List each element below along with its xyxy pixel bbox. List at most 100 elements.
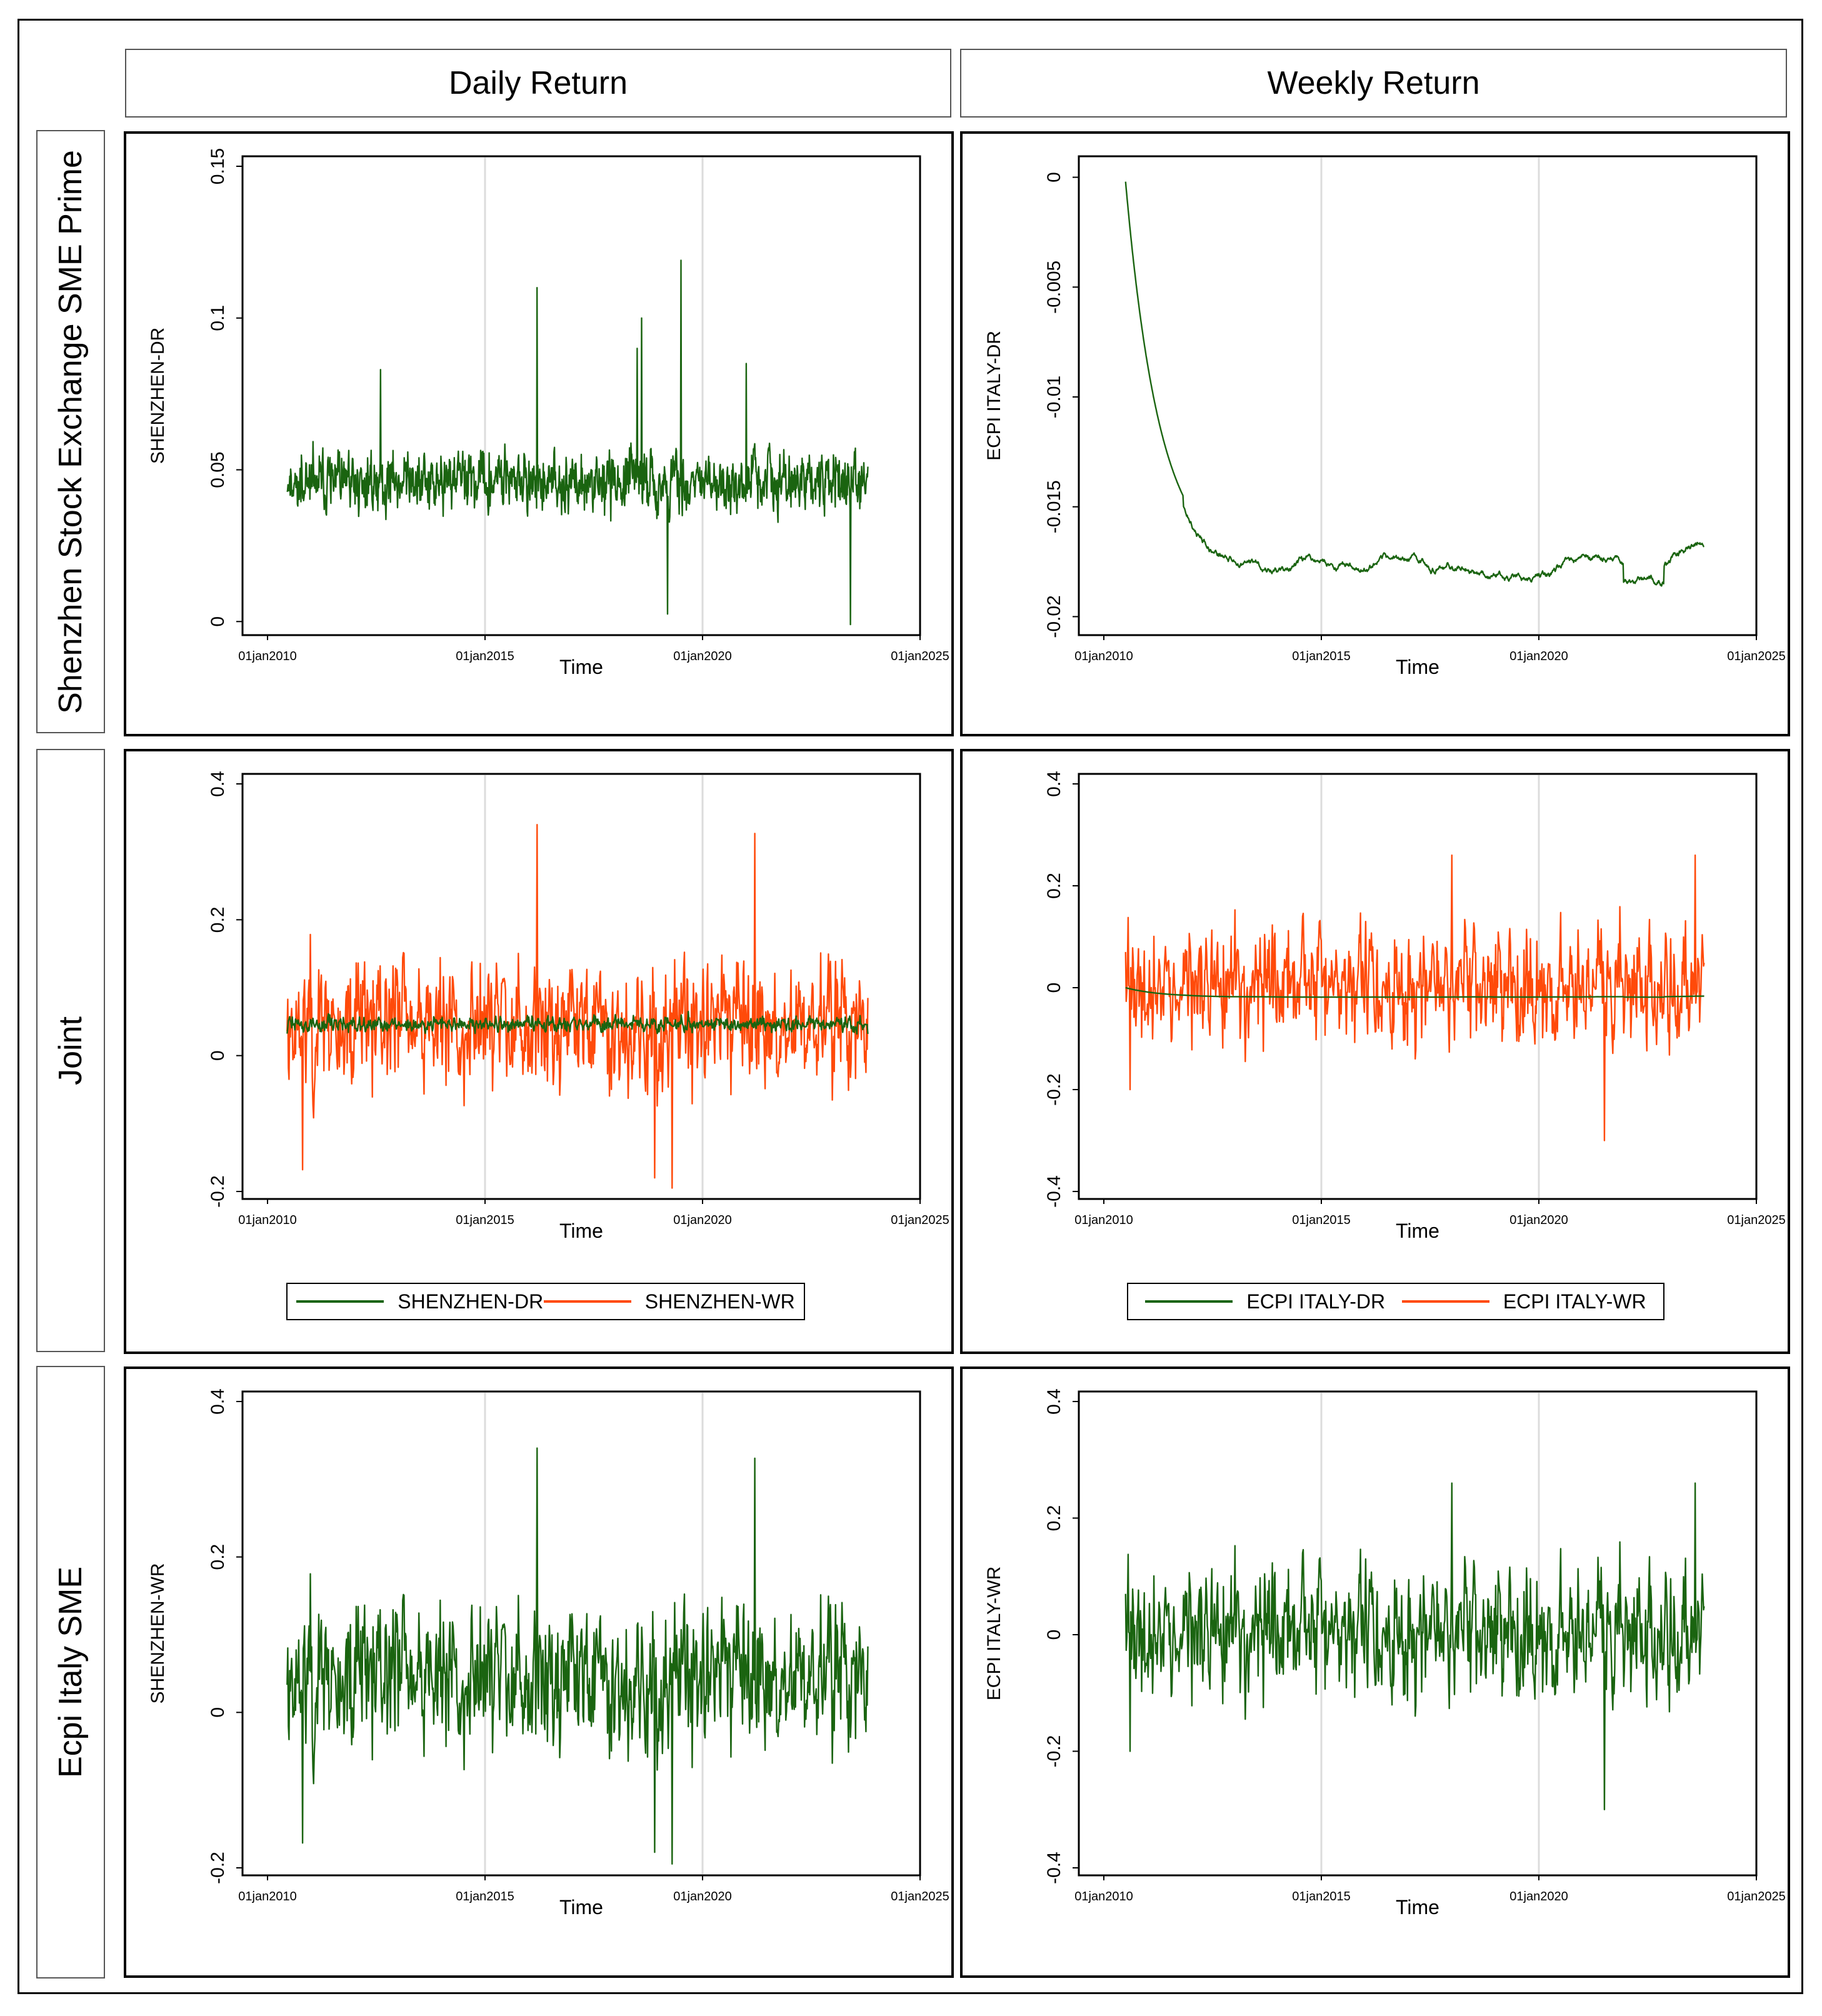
legend-label-shenzhen-wr: SHENZHEN-WR <box>644 1290 795 1313</box>
plot-area <box>1078 155 1758 636</box>
y-tick-label: -0.2 <box>208 1852 228 1884</box>
y-tick-label: 0 <box>208 1707 228 1718</box>
x-tick-label: 01jan2020 <box>673 1213 731 1227</box>
legend-swatch-orange <box>543 1300 631 1303</box>
legend-joint-shenzhen: SHENZHEN-DR SHENZHEN-WR <box>286 1283 805 1320</box>
y-tick-label: 0.15 <box>208 148 228 184</box>
y-tick-label: -0.2 <box>1044 1735 1064 1768</box>
y-tick-label: -0.2 <box>208 1175 228 1208</box>
column-header-daily: Daily Return <box>125 49 951 118</box>
legend-swatch-green <box>296 1300 384 1303</box>
y-tick-label: 0 <box>1044 983 1064 993</box>
series-line-shenzhen-dr <box>286 259 869 626</box>
series-line-shenzhen-wr <box>286 1447 869 1865</box>
legend-joint-ecpi: ECPI ITALY-DR ECPI ITALY-WR <box>1127 1283 1664 1320</box>
chart-ecpi-dr: 0 -0.005 -0.01 -0.015 -0.02 01jan2010 01jan201… <box>984 155 1786 678</box>
series-line-ecpi-italy-dr <box>1124 181 1704 587</box>
y-tick-label: 0.4 <box>208 1388 228 1415</box>
x-tick-label: 01jan2015 <box>1292 649 1350 663</box>
y-tick-label: -0.005 <box>1044 261 1064 314</box>
series-line-ecpi-italy-dr <box>1125 986 1704 998</box>
chart-panel-shenzhen-dr: 0 0.05 0.1 0.15 01jan2010 01jan2015 01jan2020 0… <box>124 131 954 736</box>
y-tick-label: 0 <box>208 1050 228 1061</box>
chart-panel-joint-ecpi: -0.4 -0.2 0 0.2 0.4 01jan2010 01jan2015 01jan20… <box>960 749 1790 1354</box>
y-tick-label: -0.4 <box>1044 1175 1064 1208</box>
legend-swatch-orange <box>1401 1300 1489 1303</box>
x-axis-label: Time <box>1396 1896 1439 1918</box>
y-tick-label: 0.4 <box>1044 771 1064 797</box>
x-tick-label: 01jan2020 <box>1509 1213 1568 1227</box>
x-tick-label: 01jan2020 <box>673 649 731 663</box>
y-axis-label: ECPI ITALY-DR <box>984 331 1004 461</box>
x-tick-label: 01jan2025 <box>891 649 949 663</box>
y-tick-label: 0.4 <box>208 771 228 797</box>
x-axis-label: Time <box>559 656 603 678</box>
row-header-ecpi-label: Ecpi Italy SME <box>53 1566 89 1778</box>
row-header-joint: Joint <box>36 749 105 1352</box>
series-line-ecpi-italy-wr <box>1124 854 1705 1141</box>
chart-shenzhen-dr: 0 0.05 0.1 0.15 01jan2010 01jan2015 01jan2020 0… <box>148 148 949 678</box>
x-tick-label: 01jan2015 <box>456 649 514 663</box>
x-tick-label: 01jan2020 <box>1509 649 1568 663</box>
legend-label-shenzhen-dr: SHENZHEN-DR <box>398 1290 544 1313</box>
y-tick-label: 0.05 <box>208 451 228 488</box>
figure-frame <box>18 19 1803 1994</box>
x-tick-label: 01jan2010 <box>238 1213 296 1227</box>
row-header-ecpi: Ecpi Italy SME <box>36 1366 105 1978</box>
legend-item-ecpi-wr: ECPI ITALY-WR <box>1401 1290 1646 1313</box>
x-tick-label: 01jan2015 <box>1292 1213 1350 1227</box>
chart-ecpi-wr: -0.4 -0.2 0 0.2 0.4 01jan2010 01jan2015 01jan20… <box>984 1388 1786 1918</box>
x-tick-label: 01jan2010 <box>1074 1890 1133 1903</box>
row-header-shenzhen: Shenzhen Stock Exchange SME Prime <box>36 130 105 733</box>
y-tick-label: 0.4 <box>1044 1388 1064 1415</box>
legend-item-shenzhen-wr: SHENZHEN-WR <box>543 1290 795 1313</box>
legend-label-ecpi-dr: ECPI ITALY-DR <box>1246 1290 1386 1313</box>
y-tick-label: -0.01 <box>1044 376 1064 418</box>
chart-shenzhen-wr: -0.2 0 0.2 0.4 01jan2010 01jan2015 01jan2020 01… <box>148 1388 949 1918</box>
x-tick-label: 01jan2025 <box>891 1213 949 1227</box>
x-tick-label: 01jan2020 <box>673 1890 731 1903</box>
y-axis-label: SHENZHEN-DR <box>148 328 168 464</box>
chart-joint-shenzhen: -0.2 0 0.2 0.4 01jan2010 01jan2015 01jan2020 01… <box>208 771 949 1242</box>
y-axis-label: SHENZHEN-WR <box>148 1563 168 1704</box>
x-tick-label: 01jan2020 <box>1509 1890 1568 1903</box>
row-header-joint-label: Joint <box>53 1016 89 1085</box>
x-axis-label: Time <box>1396 656 1439 678</box>
y-tick-label: 0 <box>1044 1630 1064 1640</box>
x-axis-label: Time <box>1396 1220 1439 1242</box>
y-tick-label: 0.2 <box>1044 873 1064 899</box>
chart-panel-shenzhen-wr: -0.2 0 0.2 0.4 01jan2010 01jan2015 01jan2020 01… <box>124 1367 954 1978</box>
x-axis-label: Time <box>559 1220 603 1242</box>
y-tick-label: 0 <box>1044 172 1064 183</box>
x-tick-label: 01jan2025 <box>1727 1890 1785 1903</box>
legend-label-ecpi-wr: ECPI ITALY-WR <box>1503 1290 1646 1313</box>
y-axis-label: ECPI ITALY-WR <box>984 1567 1004 1700</box>
y-tick-label: -0.015 <box>1044 480 1064 533</box>
y-tick-label: -0.02 <box>1044 595 1064 638</box>
x-tick-label: 01jan2025 <box>1727 649 1785 663</box>
plot-area <box>241 155 921 636</box>
chart-panel-joint-shenzhen: -0.2 0 0.2 0.4 01jan2010 01jan2015 01jan2020 01… <box>124 749 954 1354</box>
column-header-weekly: Weekly Return <box>960 49 1787 118</box>
y-tick-label: 0.2 <box>208 1544 228 1570</box>
x-tick-label: 01jan2015 <box>1292 1890 1350 1903</box>
y-tick-label: -0.2 <box>1044 1073 1064 1106</box>
x-tick-label: 01jan2015 <box>456 1890 514 1903</box>
y-tick-label: 0.1 <box>208 305 228 331</box>
x-axis-label: Time <box>559 1896 603 1918</box>
x-tick-label: 01jan2010 <box>238 1890 296 1903</box>
x-tick-label: 01jan2010 <box>238 649 296 663</box>
legend-item-ecpi-dr: ECPI ITALY-DR <box>1145 1290 1385 1313</box>
legend-item-shenzhen-dr: SHENZHEN-DR <box>296 1290 543 1313</box>
series-line-ecpi-italy-wr <box>1124 1482 1705 1810</box>
chart-panel-ecpi-dr: 0 -0.005 -0.01 -0.015 -0.02 01jan2010 01jan201… <box>960 131 1790 736</box>
chart-joint-ecpi: -0.4 -0.2 0 0.2 0.4 01jan2010 01jan2015 01jan20… <box>1044 771 1786 1242</box>
y-tick-label: 0.2 <box>1044 1505 1064 1532</box>
y-tick-label: -0.4 <box>1044 1852 1064 1884</box>
y-tick-label: 0.2 <box>208 906 228 933</box>
legend-swatch-green <box>1145 1300 1233 1303</box>
chart-panel-ecpi-wr: -0.4 -0.2 0 0.2 0.4 01jan2010 01jan2015 01jan20… <box>960 1367 1790 1978</box>
x-tick-label: 01jan2010 <box>1074 649 1133 663</box>
x-tick-label: 01jan2015 <box>456 1213 514 1227</box>
x-tick-label: 01jan2025 <box>1727 1213 1785 1227</box>
